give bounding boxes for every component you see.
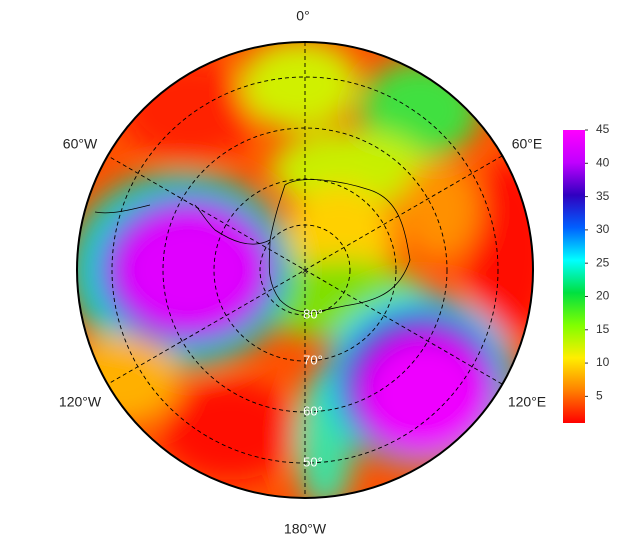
colorbar-tick-label: 40: [596, 155, 610, 169]
colorbar-tick-label: 35: [596, 189, 610, 203]
colorbar: [563, 130, 585, 423]
colorbar-tick-label: 15: [596, 322, 610, 336]
svg-text:×: ×: [301, 264, 308, 278]
latitude-label: 70°: [303, 352, 323, 367]
colorbar-tick-label: 25: [596, 255, 610, 269]
longitude-label: 0°: [296, 8, 309, 24]
colorbar-tick-label: 10: [596, 355, 610, 369]
longitude-label: 120°E: [508, 394, 546, 410]
longitude-label: 60°E: [512, 136, 543, 152]
longitude-label: 120°W: [59, 394, 102, 410]
colorbar-tick-label: 45: [596, 122, 610, 136]
longitude-label: 180°W: [284, 521, 327, 537]
latitude-label: 50°: [303, 454, 323, 469]
latitude-label: 60°: [303, 403, 323, 418]
graticule: [107, 42, 503, 498]
colorbar-tick-label: 5: [596, 389, 603, 403]
map-border: [76, 41, 534, 499]
colorbar-tick-label: 20: [596, 289, 610, 303]
latitude-label: 80°: [303, 306, 323, 321]
longitude-label: 60°W: [63, 136, 98, 152]
colorbar-tick-label: 30: [596, 222, 610, 236]
